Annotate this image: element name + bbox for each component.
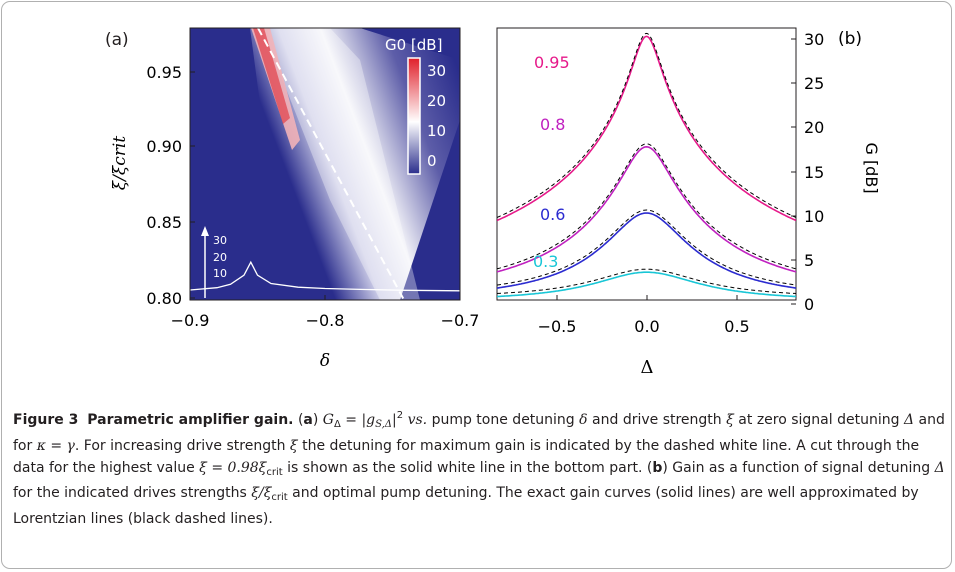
lorentzian-fit-0.95 [497, 32, 796, 218]
caption-paren: ) [662, 459, 668, 476]
caption-sub: crit [271, 492, 288, 504]
caption-sub: S,Δ [375, 419, 393, 430]
figure-canvas: (a) 30 20 10 G0 [dB] [105, 27, 881, 378]
series-labels: 0.95 0.8 0.6 0.3 [533, 53, 570, 271]
lorentzian-fit-0.6 [497, 209, 796, 286]
gain-curves [497, 32, 796, 298]
caption-sub: Δ [333, 419, 341, 430]
series-label-0.6: 0.6 [540, 205, 565, 224]
lorentzian-fit-0.8 [497, 143, 796, 270]
caption-vs: vs. [403, 412, 428, 428]
caption-part-a: a [303, 412, 313, 428]
panel-a: (a) 30 20 10 G0 [dB] [105, 27, 480, 371]
plot-b-frame [496, 27, 797, 301]
series-label-0.8: 0.8 [540, 115, 565, 134]
panel-a-tick-marks [189, 71, 461, 300]
caption-math: = |g [340, 412, 376, 428]
y-tick-b-0: 0 [804, 295, 814, 314]
caption-text: and for [13, 412, 945, 454]
cut-scale-tick-20: 20 [213, 251, 227, 264]
caption-paren: ) [312, 412, 319, 428]
caption-part-b: b [652, 459, 663, 476]
y-axis-label-a: ξ/ξcrit [110, 136, 130, 191]
caption-text: pump tone detuning [427, 412, 580, 428]
x-tick-b-1: −0.5 [538, 317, 577, 336]
panel-b-label: (b) [838, 29, 862, 49]
caption-text: . For increasing drive strength [74, 437, 290, 454]
caption-text: Gain as a function of signal detuning [667, 459, 935, 476]
colorbar-label: G0 [dB] [385, 36, 442, 54]
gain-curve-0.8 [497, 145, 796, 273]
caption-math: ξ/ξ [251, 485, 272, 502]
colorbar-tick-20: 20 [427, 92, 446, 110]
y-tick-b-25: 25 [804, 74, 824, 93]
panel-b: 0.950.80.60.3 −0.5 0.0 0.5 0 5 10 15 20 … [496, 27, 881, 378]
y-axis-label-b: G [dB] [862, 142, 881, 193]
caption-sup: 2 [396, 410, 404, 421]
x-tick-a-3: −0.7 [441, 311, 480, 330]
series-label-0.3: 0.3 [533, 252, 558, 271]
gain-curve-0.6 [497, 212, 796, 289]
cut-scale-tick-10: 10 [213, 267, 227, 280]
y-tick-b-5: 5 [804, 251, 814, 270]
x-tick-b-2: 0.0 [634, 317, 659, 336]
cut-solid-line [190, 260, 460, 292]
colorbar-tick-10: 10 [427, 122, 446, 140]
caption-paren: ( [646, 459, 653, 476]
caption-text: the detuning for maximum gain is indicat… [13, 437, 920, 476]
caption-math: κ = γ [36, 437, 75, 454]
panel-a-label: (a) [105, 30, 129, 50]
caption-math: Δ [903, 412, 915, 428]
x-tick-a-1: −0.9 [171, 311, 210, 330]
x-tick-b-3: 0.5 [724, 317, 749, 336]
heatmap-ridge [253, 28, 290, 124]
caption-title: Parametric amplifier gain. [87, 412, 294, 428]
heatmap-gain-core [262, 28, 420, 300]
caption-text: at zero signal detuning [733, 412, 904, 428]
x-axis-label-a: δ [320, 351, 330, 371]
cut-scale-arrowhead [201, 226, 209, 236]
colorbar: G0 [dB] 30 20 10 0 [385, 36, 446, 175]
caption-sub: crit [266, 466, 283, 478]
caption-math: δ [579, 412, 588, 428]
series-label-0.95: 0.95 [534, 53, 570, 72]
caption-text: is shown as the solid white line in the … [282, 459, 643, 476]
caption-math: ξ [289, 437, 298, 454]
y-tick-a-2: 0.85 [146, 213, 182, 232]
y-tick-a-1: 0.80 [146, 289, 182, 308]
cut-scale-tick-30: 30 [213, 234, 227, 247]
y-tick-b-20: 20 [804, 118, 824, 137]
caption-math: Δ [934, 459, 945, 476]
caption-math: | [392, 412, 397, 428]
caption-paren: ( [297, 412, 304, 428]
gain-curve-0.95 [497, 35, 796, 222]
y-tick-b-15: 15 [804, 163, 824, 182]
panel-b-tick-marks [556, 38, 796, 305]
figure-caption: Figure 3 Parametric amplifier gain. (a) … [13, 405, 948, 531]
y-tick-a-4: 0.95 [146, 63, 182, 82]
caption-math: G [322, 412, 334, 428]
caption-text: and drive strength [587, 412, 727, 428]
caption-math: ξ [726, 412, 734, 428]
colorbar-scale [407, 57, 421, 175]
caption-text: and optimal pump detuning. The exact gai… [13, 485, 919, 528]
colorbar-tick-0: 0 [427, 152, 437, 170]
x-tick-a-2: −0.8 [306, 311, 345, 330]
lorentzian-fit-0.3 [497, 268, 796, 294]
gain-curve-0.3 [497, 271, 796, 298]
caption-text: for the indicated drives strengths [13, 485, 252, 502]
y-tick-b-10: 10 [804, 207, 824, 226]
colorbar-tick-30: 30 [427, 62, 446, 80]
y-tick-a-3: 0.90 [146, 137, 182, 156]
caption-figure-label: Figure 3 [13, 412, 79, 428]
y-tick-b-30: 30 [804, 30, 824, 49]
caption-math: ξ = 0.98ξ [199, 459, 267, 476]
x-axis-label-b: Δ [641, 357, 654, 378]
